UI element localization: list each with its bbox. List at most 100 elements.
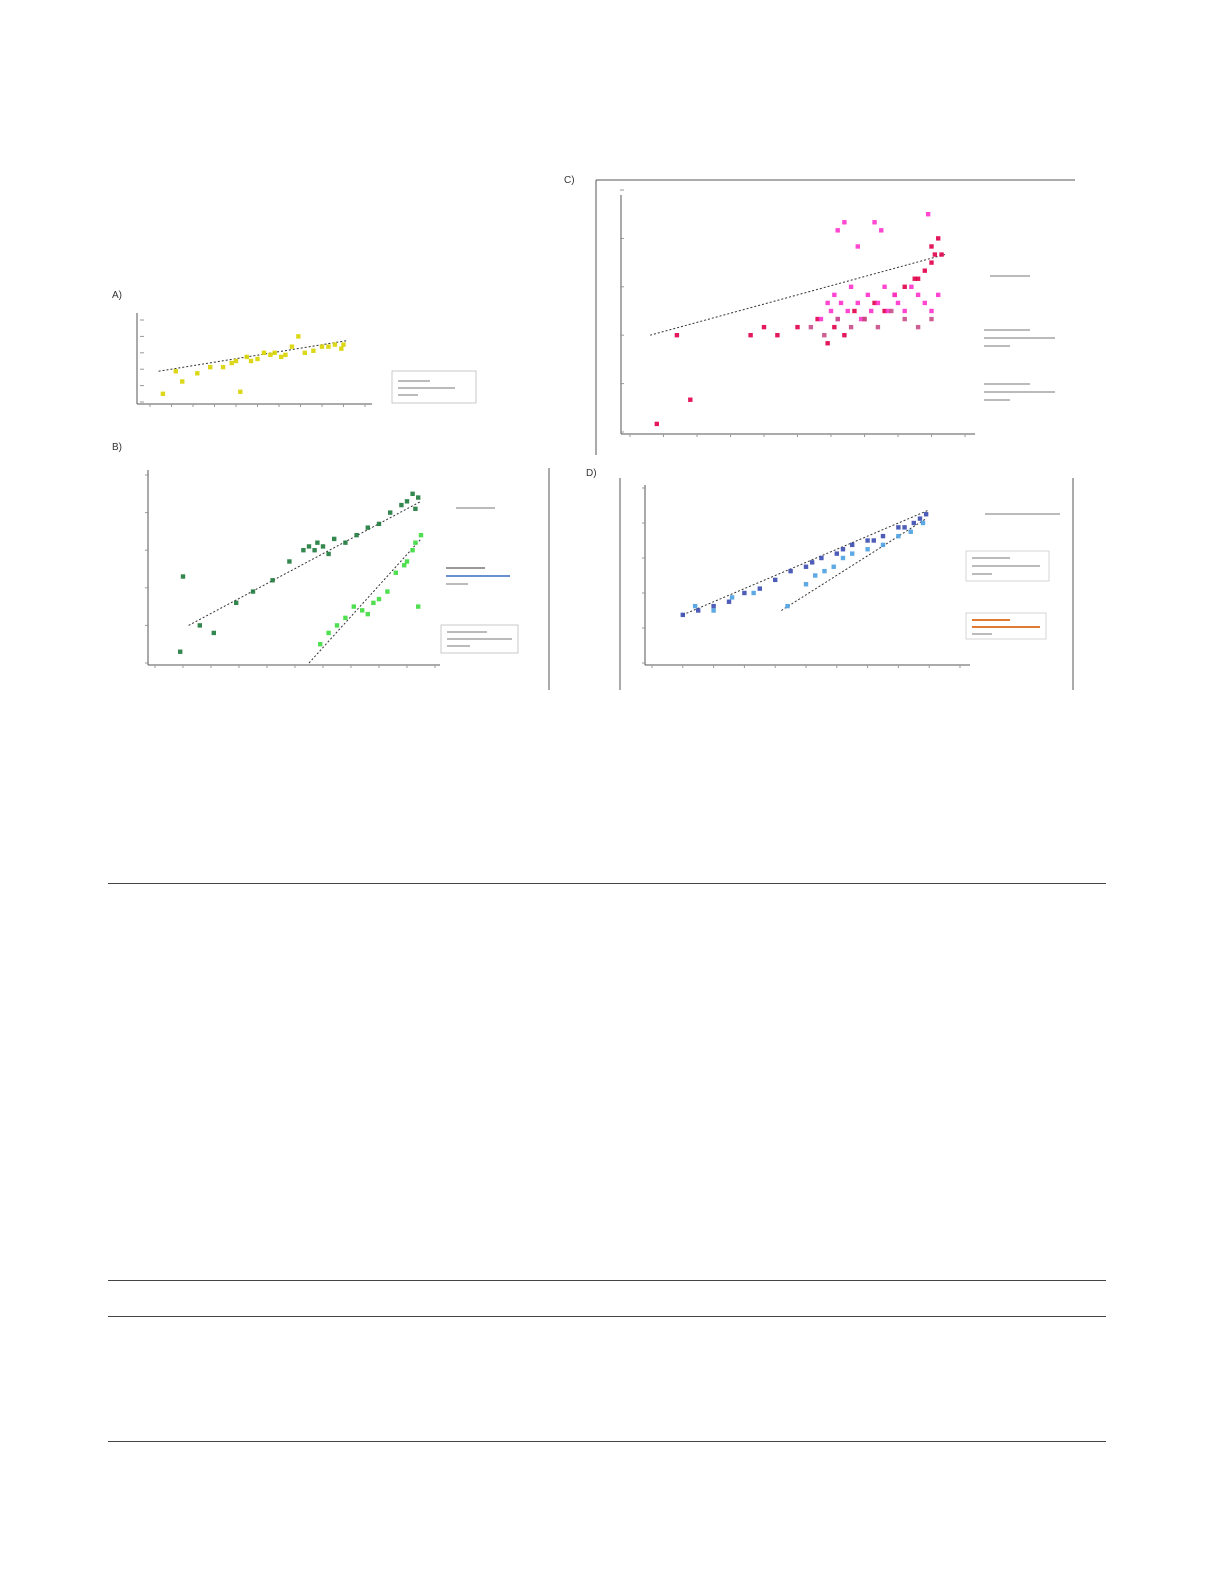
panel-a-series-0-point — [302, 350, 307, 355]
panel-d-series-0-point — [911, 520, 916, 526]
panel-a-series-0-point — [255, 356, 260, 362]
panel-a-series-0-point — [229, 360, 234, 366]
panel-b-series-0-point — [320, 544, 326, 549]
panel-c-series-0-point — [915, 276, 921, 281]
panel-c-series-0-point — [929, 244, 934, 249]
panel-b-series-0-point — [234, 600, 239, 606]
panel-b-series-0-point — [354, 532, 359, 538]
panel-b-series-0-point — [211, 630, 216, 636]
panel-c-series-0-point — [932, 252, 938, 257]
panel-b-series-1-point — [402, 563, 407, 568]
panel-c-series-1-point — [936, 292, 941, 298]
panel-d-series-0-point — [840, 547, 846, 552]
panel-c-series-0-point — [852, 308, 857, 314]
panel-c-series-1-point — [895, 300, 901, 306]
panel-c-series-1-point — [882, 284, 887, 289]
panel-c-series-0-point — [912, 276, 917, 281]
panel-d-series-0-point — [680, 612, 685, 618]
panel-d-series-1-point — [803, 582, 809, 587]
panel-d-series-1-point — [896, 533, 901, 539]
panel-a-series-0-point — [289, 344, 295, 349]
panel-a-series-0-point — [195, 371, 200, 376]
panel-a-series-0-point — [248, 358, 254, 364]
panel-a-series-0-point — [339, 346, 344, 351]
panel-c-series-0-point — [936, 236, 941, 241]
panel-b-series-1-point — [385, 589, 390, 594]
panel-c-series-1-point — [909, 284, 914, 289]
panel-c-series-2-point — [808, 324, 814, 330]
panel-d-series-1-point — [880, 542, 886, 548]
panel-c-series-0-point — [902, 284, 907, 289]
panel-d-series-1-point — [692, 603, 698, 609]
panel-a-series-0-point — [180, 379, 185, 384]
panel-a-series-0-point — [261, 350, 267, 355]
panel-c-series-1-point — [925, 212, 931, 217]
panel-a-series-0-point — [238, 389, 243, 394]
panel-c-series-1-point — [865, 292, 871, 298]
panel-d-series-0-point — [880, 533, 886, 539]
panel-b-series-1-point — [326, 630, 331, 636]
panel-b-series-1-point — [351, 604, 356, 609]
panel-d-series-1-point — [822, 568, 827, 574]
panel-b-series-0-point — [343, 540, 348, 545]
panel-c-series-1-point — [869, 308, 874, 314]
panel-a-series-0-point — [233, 358, 239, 364]
panel-b-series-1-point — [393, 570, 398, 575]
panel-d-legend — [965, 513, 1060, 640]
panel-b-series-0-point — [178, 649, 183, 654]
panel-d-series-1-point — [813, 573, 818, 578]
panel-a-series-0-point — [341, 342, 346, 347]
panel-b-series-1-point — [343, 615, 348, 621]
panel-a-legend — [391, 370, 477, 404]
panel-a-series-0-point — [311, 348, 316, 353]
panel-b-series-0-point — [399, 502, 404, 508]
panel-a-series-0-point — [272, 350, 277, 355]
panel-b-series-1-point — [416, 604, 421, 609]
panel-d-series-0-point — [819, 555, 824, 561]
panel-b-series-0-point — [306, 544, 312, 549]
panel-d-series-1-point — [920, 520, 926, 526]
panel-c-series-0-point — [815, 316, 820, 322]
section-rule-top — [108, 883, 1106, 884]
panel-b-legend — [440, 507, 519, 654]
panel-c-series-0-point — [882, 308, 887, 314]
panel-a-trend-line — [158, 340, 348, 372]
panel-c-series-0-point — [688, 397, 693, 402]
panel-d-series-0-point — [726, 599, 732, 604]
panel-c-series-0-point — [775, 333, 780, 338]
panel-a-series-0-point — [244, 354, 249, 360]
panel-c-series-0-point — [939, 252, 944, 257]
panel-c-series-1-point — [855, 244, 860, 249]
panel-c-series-1-point — [832, 292, 837, 298]
panel-b-series-0-point — [365, 525, 370, 530]
panel-c-label: C) — [564, 175, 575, 186]
panel-c-series-1-point — [845, 308, 850, 314]
panel-c-series-0-point — [748, 333, 753, 338]
panel-d-trend-line — [682, 509, 930, 616]
panel-d-series-0-point — [850, 542, 855, 548]
panel-d-series-1-point — [840, 555, 846, 561]
panel-b-trend-line — [188, 500, 422, 626]
panel-d-series-1-point — [831, 564, 836, 569]
figure: A) C) B) D) — [0, 0, 1221, 720]
panel-b-series-0-point — [301, 548, 306, 553]
panel-c-series-0-point — [795, 324, 800, 330]
panel-b-series-0-point — [332, 536, 337, 542]
chart-marks — [140, 189, 966, 668]
panel-c-trend-line — [649, 254, 946, 336]
panel-d-series-1-point — [865, 547, 870, 552]
panel-c-series-2-point — [862, 316, 867, 322]
panel-d-series-0-point — [834, 551, 839, 556]
panel-b-series-1-point — [418, 532, 424, 538]
panel-c-series-0-point — [842, 333, 847, 338]
panel-c-series-1-point — [855, 300, 860, 306]
panel-c-series-1-point — [818, 316, 824, 322]
panel-c-series-0-point — [832, 324, 837, 330]
panel-b-frame — [147, 468, 550, 690]
panel-d-series-0-point — [923, 512, 929, 517]
panel-d-series-0-point — [865, 538, 870, 543]
panel-c-series-2-point — [889, 308, 894, 314]
panel-d-series-1-point — [711, 608, 716, 613]
panel-a-frame — [136, 313, 372, 405]
panel-b-series-1-point — [404, 559, 410, 564]
